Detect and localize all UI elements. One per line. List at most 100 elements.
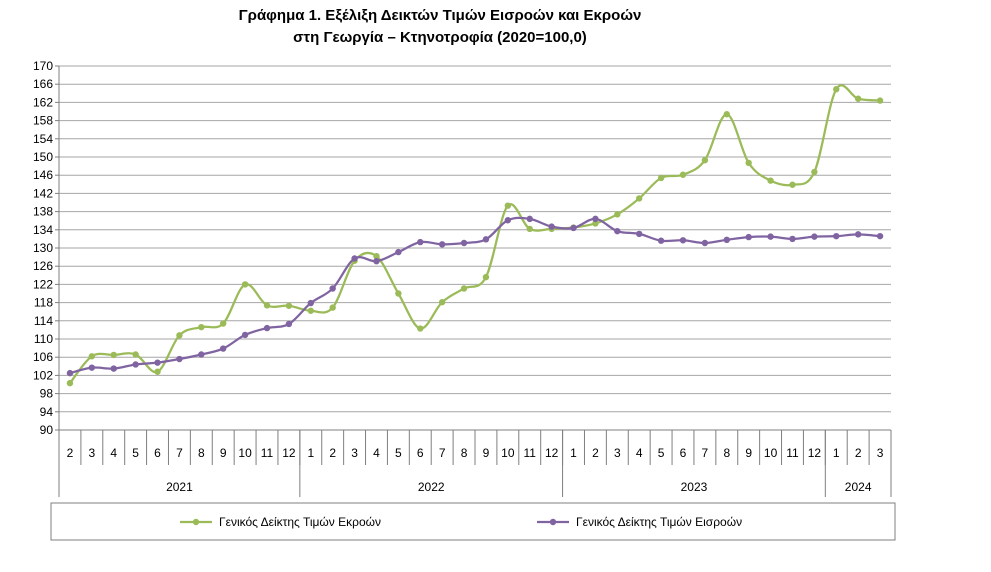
data-point (198, 351, 205, 358)
chart-title-line2: στη Γεωργία – Κτηνοτροφία (2020=100,0) (293, 29, 587, 46)
data-point (636, 195, 643, 202)
data-point (679, 171, 687, 178)
x-tick-label: 12 (808, 446, 822, 460)
data-point (570, 224, 577, 232)
data-point (657, 237, 665, 244)
x-tick-label: 11 (786, 446, 799, 460)
data-point (723, 236, 730, 244)
x-tick-label: 7 (702, 446, 709, 460)
data-point (636, 230, 643, 238)
data-point (745, 159, 752, 167)
data-point (241, 281, 249, 288)
x-tick-label: 9 (220, 446, 227, 460)
x-tick-label: 4 (373, 446, 380, 460)
x-tick-label: 8 (461, 446, 468, 460)
data-point (110, 365, 117, 372)
data-point (614, 227, 621, 235)
series-line-1 (69, 216, 881, 375)
data-point (66, 379, 74, 387)
data-point (701, 239, 709, 247)
x-tick-label: 8 (198, 446, 205, 460)
data-point (132, 361, 139, 368)
data-point (438, 241, 446, 248)
x-tick-label: 10 (501, 446, 515, 460)
data-point (176, 332, 183, 339)
y-tick-label: 130 (33, 241, 53, 255)
x-tick-label: 8 (723, 446, 730, 460)
x-tick-label: 2 (592, 446, 599, 460)
y-tick-label: 126 (33, 259, 53, 273)
year-label: 2024 (845, 480, 872, 494)
data-point (504, 217, 512, 224)
x-tick-label: 4 (636, 446, 643, 460)
data-point (307, 299, 314, 307)
series-lines (66, 84, 884, 387)
data-point (263, 324, 271, 332)
x-tick-label: 3 (351, 446, 358, 460)
data-point (220, 320, 227, 327)
data-point (789, 235, 796, 243)
x-tick-label: 1 (570, 446, 577, 460)
data-point (614, 211, 621, 218)
data-point (701, 156, 709, 164)
x-tick-label: 12 (545, 446, 559, 460)
data-point (395, 290, 402, 297)
data-point (176, 355, 183, 363)
x-tick-label: 5 (395, 446, 402, 460)
data-point (548, 223, 555, 230)
x-tick-label: 3 (88, 446, 95, 460)
data-point (417, 238, 424, 246)
data-point (373, 257, 380, 265)
year-label: 2023 (681, 480, 708, 494)
data-point (767, 233, 774, 240)
year-label: 2022 (418, 480, 445, 494)
legend-box (50, 502, 896, 541)
data-point (811, 168, 818, 176)
y-tick-label: 150 (33, 150, 53, 164)
y-tick-label: 142 (33, 186, 53, 200)
data-point (132, 351, 139, 358)
y-tick-label: 134 (33, 223, 53, 237)
data-point (154, 368, 161, 375)
data-point (482, 236, 490, 243)
data-point (723, 111, 730, 118)
y-tick-label: 122 (33, 277, 53, 291)
x-tick-label: 10 (764, 446, 778, 460)
data-point (811, 233, 818, 240)
y-tick-label: 154 (33, 132, 53, 146)
x-tick-label: 4 (110, 446, 117, 460)
data-point (220, 345, 227, 352)
x-tick-label: 6 (417, 446, 424, 460)
x-tick-label: 6 (154, 446, 161, 460)
x-tick-label: 6 (680, 446, 687, 460)
x-tick-label: 1 (307, 446, 314, 460)
data-point (526, 225, 533, 233)
data-point (329, 285, 336, 292)
year-label: 2021 (166, 480, 193, 494)
data-point (241, 331, 249, 339)
data-point (657, 174, 665, 182)
data-point (854, 231, 862, 238)
data-point (592, 215, 599, 223)
data-point (745, 233, 752, 241)
x-tick-label: 9 (745, 446, 752, 460)
data-point (88, 353, 96, 360)
x-tick-label: 10 (238, 446, 252, 460)
x-tick-label: 5 (658, 446, 665, 460)
y-tick-label: 90 (40, 423, 54, 437)
x-axis: 2 3 4 5 6 7 8 9 10 11 12 1 2 3 4 5 6 7 8 9 10 11 12 1 2 3 4 5 6 7 8 9 10… (58, 429, 892, 497)
y-tick-label: 114 (34, 314, 53, 328)
y-tick-label: 166 (33, 77, 53, 91)
data-point (526, 215, 533, 223)
data-point (88, 364, 96, 371)
data-point (198, 323, 205, 331)
data-point (285, 302, 293, 309)
data-point (417, 325, 424, 332)
data-point (395, 248, 402, 256)
legend-label-1: Γενικός Δείκτης Τιμών Εισροών (576, 515, 742, 529)
x-tick-label: 9 (483, 446, 490, 460)
data-point (285, 320, 293, 328)
data-point (833, 86, 840, 93)
x-tick-label: 7 (176, 446, 183, 460)
